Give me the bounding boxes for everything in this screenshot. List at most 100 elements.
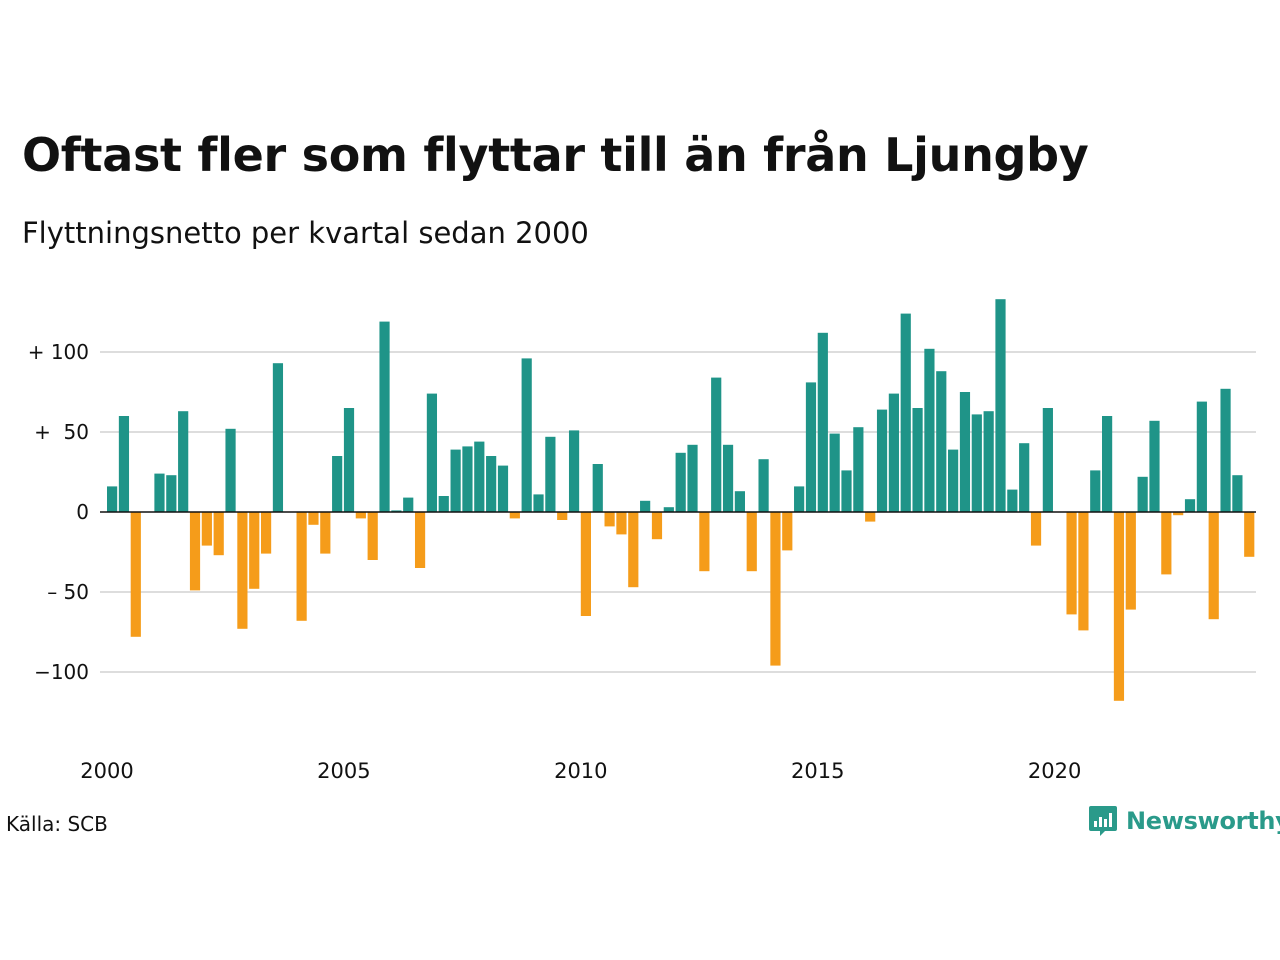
bar (1232, 475, 1243, 512)
bar (533, 494, 544, 512)
bar (201, 512, 212, 546)
bar (568, 430, 580, 512)
bar (486, 456, 497, 512)
bar (687, 444, 698, 512)
bar (734, 491, 745, 512)
bar (521, 358, 532, 512)
bar (746, 512, 757, 572)
bar (1066, 512, 1077, 615)
bar (130, 512, 141, 637)
bar (948, 449, 959, 512)
source-note: Källa: SCB (6, 812, 108, 836)
bar (355, 512, 366, 519)
bar (1019, 443, 1030, 512)
y-tick-label: + 50 (34, 420, 89, 444)
bar (545, 436, 556, 512)
bar (1090, 470, 1101, 512)
bar (414, 512, 426, 568)
bar (711, 377, 722, 512)
bar (1220, 388, 1231, 512)
bar (592, 464, 603, 512)
bar (853, 427, 864, 512)
bar (782, 512, 793, 551)
bar (154, 473, 165, 512)
bar (272, 363, 284, 512)
bar (474, 441, 485, 512)
bar (1137, 476, 1148, 512)
bar (249, 512, 260, 589)
bar (557, 512, 568, 520)
bar (1149, 420, 1160, 512)
bar (320, 512, 331, 554)
y-tick-label: + 100 (28, 340, 89, 364)
bar (640, 500, 651, 512)
bar (367, 512, 378, 560)
x-tick-label: 2005 (317, 759, 370, 783)
bar (509, 512, 520, 519)
bar-series (100, 299, 1256, 701)
bar (805, 382, 817, 512)
bar (343, 408, 355, 512)
bar (107, 486, 118, 512)
bar (1030, 512, 1042, 546)
bar (438, 496, 449, 512)
y-tick-label: – 50 (47, 580, 89, 604)
bar (260, 512, 272, 554)
bar (308, 512, 319, 525)
x-tick-label: 2010 (554, 759, 607, 783)
bar (166, 475, 177, 512)
bar (616, 512, 627, 535)
bar (770, 512, 781, 666)
y-tick-label: −100 (34, 660, 89, 684)
bar (213, 512, 224, 556)
x-tick-label: 2015 (791, 759, 844, 783)
bar (1173, 512, 1184, 516)
bar (403, 497, 414, 512)
x-tick-label: 2020 (1028, 759, 1081, 783)
bar (118, 416, 130, 512)
bar (178, 411, 189, 512)
bar (1007, 489, 1018, 512)
bar-chart: + 100 + 50 0 – 50 −100 2000 2005 2010 2015 2020 (28, 299, 1256, 783)
bar (699, 512, 710, 572)
bar (1042, 408, 1053, 512)
bar (1196, 401, 1207, 512)
bar (876, 409, 888, 512)
bar (391, 510, 402, 512)
bar (604, 512, 615, 527)
bar (758, 459, 769, 512)
bar (450, 449, 461, 512)
bar (675, 452, 686, 512)
bar (628, 512, 639, 588)
newsworthy-logo[interactable]: Newsworthy (1088, 804, 1280, 838)
x-axis-labels: 2000 2005 2010 2015 2020 (80, 759, 1081, 783)
bar (426, 393, 438, 512)
bar (580, 512, 591, 616)
bar (462, 446, 473, 512)
bar (1125, 512, 1136, 610)
bar (722, 444, 734, 512)
bar (225, 428, 236, 512)
bar (971, 414, 982, 512)
newsworthy-logo-text: Newsworthy (1126, 807, 1280, 835)
newsworthy-logo-icon (1089, 806, 1117, 836)
bar (865, 512, 876, 522)
bar (936, 371, 947, 512)
chart-title: Oftast fler som flyttar till än från Lju… (22, 128, 1089, 182)
bar (1102, 416, 1113, 512)
bar (959, 392, 971, 512)
bar (1184, 499, 1196, 512)
bar (332, 456, 343, 512)
bar (296, 512, 307, 621)
bar (189, 512, 201, 591)
y-axis-labels: + 100 + 50 0 – 50 −100 (28, 340, 89, 684)
bar (1244, 512, 1255, 557)
bar (1161, 512, 1172, 575)
x-tick-label: 2000 (80, 759, 133, 783)
bar (888, 393, 899, 512)
chart-subtitle: Flyttningsnetto per kvartal sedan 2000 (22, 216, 589, 250)
bar (379, 321, 390, 512)
bar (817, 332, 828, 512)
bar (900, 313, 911, 512)
bar (983, 411, 994, 512)
